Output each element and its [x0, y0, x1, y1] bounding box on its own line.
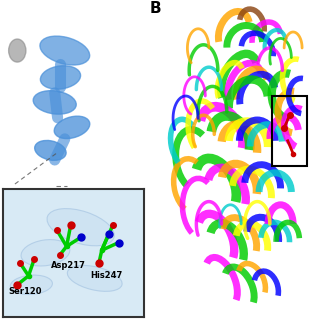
Ellipse shape	[21, 240, 70, 266]
Ellipse shape	[47, 209, 114, 246]
Text: Asp217: Asp217	[51, 261, 86, 270]
Ellipse shape	[35, 140, 66, 160]
Circle shape	[9, 39, 26, 62]
Ellipse shape	[33, 91, 76, 114]
Ellipse shape	[40, 66, 81, 89]
Ellipse shape	[40, 36, 90, 65]
Bar	[272, 96, 308, 166]
Ellipse shape	[67, 266, 122, 291]
Ellipse shape	[10, 275, 52, 294]
Text: Ser120: Ser120	[9, 287, 42, 296]
Text: B: B	[150, 1, 161, 16]
Ellipse shape	[54, 116, 90, 139]
Text: His247: His247	[91, 271, 123, 280]
